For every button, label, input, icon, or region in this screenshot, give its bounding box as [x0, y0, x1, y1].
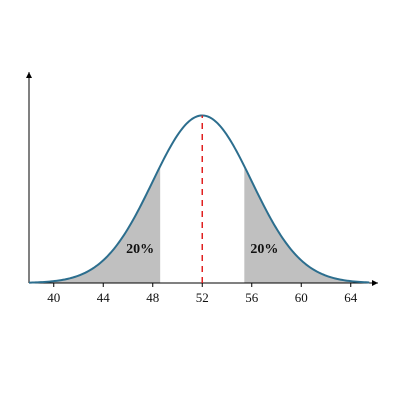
- x-tick-label: 52: [196, 290, 209, 305]
- x-tick-label: 44: [97, 290, 111, 305]
- tail-area-label: 20%: [250, 242, 278, 257]
- x-tick-label: 48: [146, 290, 159, 305]
- density-curve: [28, 114, 370, 284]
- x-tick-label: 40: [47, 290, 60, 305]
- left-tail: [29, 166, 161, 283]
- shaded-tails: [29, 166, 370, 283]
- x-tick-label: 60: [295, 290, 308, 305]
- x-tick-label: 56: [245, 290, 259, 305]
- x-tick-label: 64: [344, 290, 358, 305]
- tail-area-label: 20%: [126, 242, 154, 257]
- right-tail: [244, 166, 370, 283]
